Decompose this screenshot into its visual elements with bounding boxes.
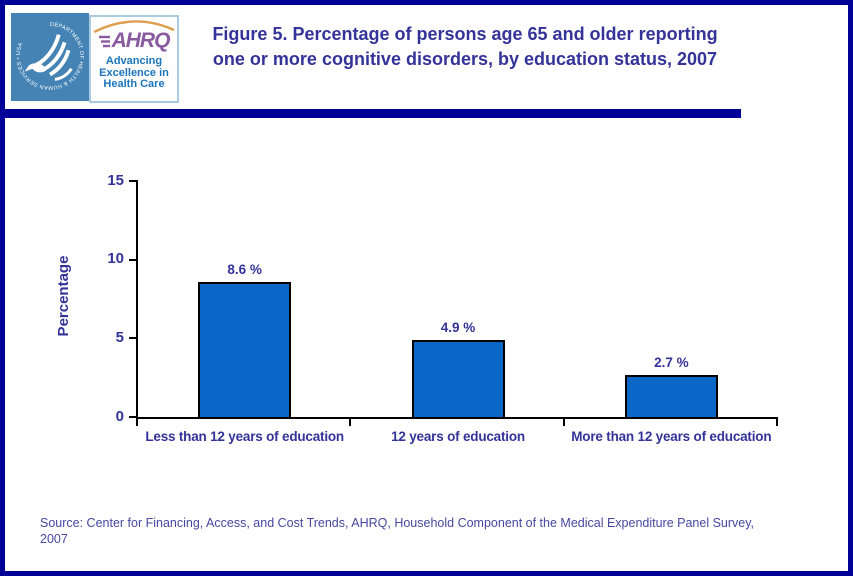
bar-value-label: 4.9 % xyxy=(440,319,476,335)
bar-value-label: 2.7 % xyxy=(654,354,689,370)
bar xyxy=(411,339,505,417)
bar xyxy=(624,374,718,417)
plot-area: Percentage 0 5 10 15 8.6 % Less than 12 years… xyxy=(55,172,778,444)
y-axis-title: Percentage xyxy=(55,255,72,337)
ahrq-logo: AHRQ Advancing Excellence in Health Care xyxy=(89,15,179,103)
ahrq-hhs-logo: DEPARTMENT OF HEALTH & HUMAN SERVICES • … xyxy=(11,13,179,103)
ahrq-arc-icon xyxy=(93,20,175,33)
x-category-label: Less than 12 years of education xyxy=(145,429,344,444)
ahrq-tagline: Advancing Excellence in Health Care xyxy=(99,55,169,91)
hhs-seal: DEPARTMENT OF HEALTH & HUMAN SERVICES • … xyxy=(11,13,89,101)
y-axis-tick-label: 15 xyxy=(107,171,124,189)
x-axis-tick xyxy=(776,419,778,426)
x-axis-tick xyxy=(136,419,138,426)
y-axis-tick-label: 10 xyxy=(107,250,124,268)
bar xyxy=(198,281,292,417)
y-axis-tick-label: 5 xyxy=(115,328,124,346)
ahrq-wordmark: AHRQ xyxy=(98,29,171,53)
figure-title-line-1: Figure 5. Percentage of persons age 65 a… xyxy=(212,24,718,44)
figure-title: Figure 5. Percentage of persons age 65 a… xyxy=(130,22,800,72)
y-axis-tick xyxy=(129,258,138,261)
source-note-line-2: 2007 xyxy=(40,532,68,546)
y-axis-tick xyxy=(129,416,138,418)
x-category-label: More than 12 years of education xyxy=(571,429,772,444)
source-note: Source: Center for Financing, Access, an… xyxy=(40,515,754,547)
y-axis-tick-label: 0 xyxy=(115,407,124,425)
x-axis-tick xyxy=(563,419,565,426)
ahrq-speedlines-icon xyxy=(98,35,110,48)
ahrq-acronym: AHRQ xyxy=(111,29,171,52)
header-divider xyxy=(5,109,741,118)
y-axis-tick xyxy=(129,337,138,340)
x-category-label: 12 years of education xyxy=(391,429,525,444)
hhs-eagle-icon: DEPARTMENT OF HEALTH & HUMAN SERVICES • … xyxy=(16,22,84,91)
x-axis-tick xyxy=(349,419,351,426)
ahrq-tagline-line: Health Care xyxy=(103,78,165,90)
figure-title-line-2: one or more cognitive disorders, by educ… xyxy=(212,49,718,69)
ahrq-tagline-line: Excellence in xyxy=(99,66,169,79)
bar-value-label: 8.6 % xyxy=(227,261,262,277)
source-note-line-1: Source: Center for Financing, Access, an… xyxy=(40,516,755,530)
y-axis-tick xyxy=(129,180,138,182)
ahrq-tagline-line: Advancing xyxy=(105,55,163,67)
